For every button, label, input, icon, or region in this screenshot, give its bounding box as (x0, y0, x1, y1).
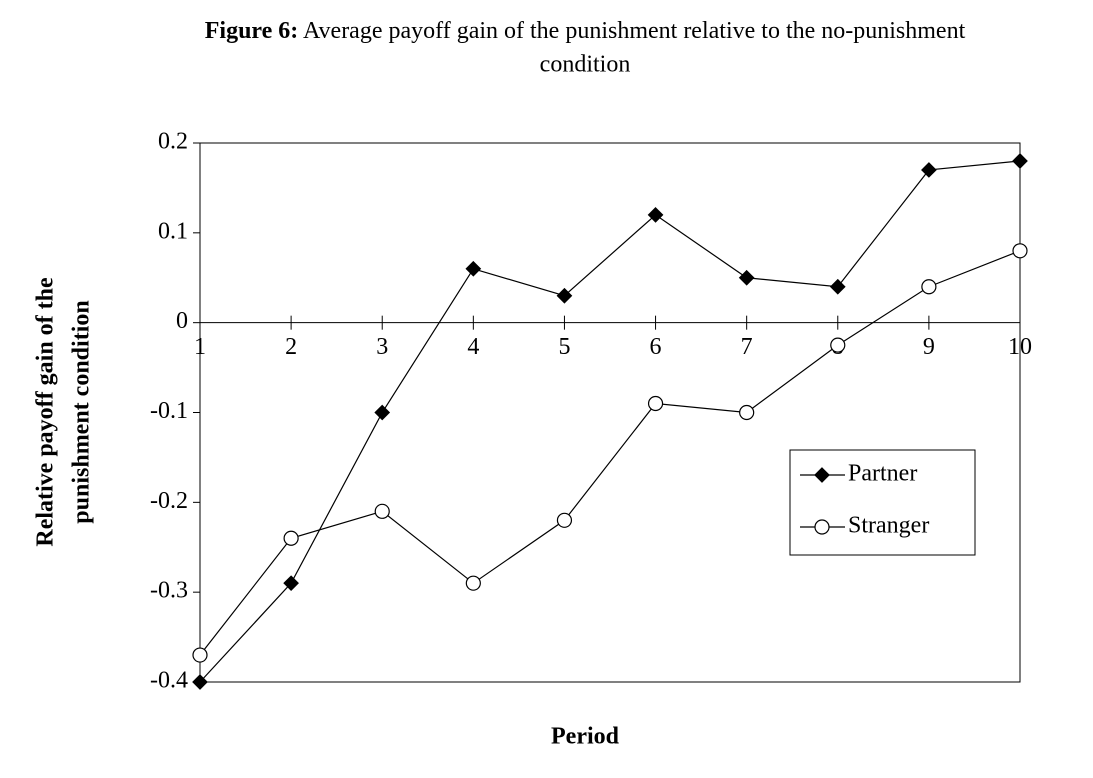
x-axis-label: Period (551, 724, 620, 750)
y-axis-label: punishment condition (69, 300, 95, 523)
marker (374, 503, 390, 519)
marker (647, 395, 664, 412)
marker (647, 207, 664, 223)
x-tick-label: 10 (1008, 334, 1032, 360)
y-tick-label: 0.1 (158, 218, 188, 244)
x-tick-label: 9 (923, 334, 935, 360)
marker (921, 162, 937, 178)
title-line: condition (540, 52, 631, 78)
marker (921, 279, 937, 295)
legend-label: Partner (848, 461, 917, 487)
y-tick-label: -0.1 (150, 398, 188, 424)
marker (829, 278, 846, 295)
y-tick-label: 0 (176, 308, 188, 334)
chart-title: Figure 6: Average payoff gain of the pun… (205, 18, 966, 44)
title-line: Average payoff gain of the punishment re… (303, 18, 966, 44)
marker (465, 260, 482, 277)
marker (1012, 153, 1028, 169)
y-tick-label: 0.2 (158, 129, 188, 155)
marker (814, 467, 830, 483)
marker (556, 512, 573, 528)
marker (374, 404, 391, 421)
legend-box (789, 449, 976, 556)
marker (283, 575, 299, 592)
marker (814, 519, 830, 535)
marker (1012, 243, 1028, 259)
plot-area (199, 142, 1021, 683)
marker (465, 575, 481, 591)
marker (283, 530, 299, 546)
x-tick-label: 7 (741, 334, 753, 360)
legend-label: Stranger (848, 513, 929, 539)
x-tick-label: 1 (194, 334, 206, 360)
y-tick-label: -0.2 (150, 488, 188, 514)
y-tick-label: -0.3 (150, 578, 188, 604)
marker (739, 404, 755, 421)
x-tick-label: 6 (650, 334, 662, 360)
marker (556, 287, 573, 304)
x-tick-label: 5 (558, 334, 570, 360)
x-tick-label: 2 (285, 334, 297, 360)
marker (830, 337, 846, 353)
x-tick-label: 4 (467, 334, 479, 360)
title-label: Figure 6: (205, 18, 299, 44)
y-axis-label: Relative payoff gain of the (33, 277, 59, 547)
marker (192, 647, 208, 663)
marker (192, 674, 208, 690)
marker (738, 269, 755, 286)
series-line (199, 250, 1021, 656)
x-tick-label: 3 (376, 334, 388, 360)
series-line (199, 160, 1021, 683)
y-tick-label: -0.4 (150, 668, 188, 694)
